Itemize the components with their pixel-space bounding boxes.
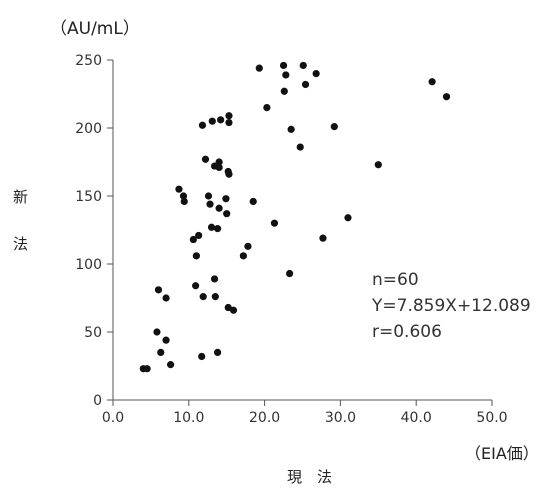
x-axis-ticks: 0.0 10.0 20.0 30.0 40.0 50.0: [102, 400, 508, 426]
y-tick-label: 250: [75, 53, 102, 69]
data-point: [225, 118, 233, 127]
data-point: [239, 252, 247, 260]
y-axis-label-char-2: 法: [13, 233, 28, 254]
y-axis-label-char-1-text: 新: [13, 188, 29, 206]
x-axis-unit-label: （EIA価）: [465, 444, 539, 463]
data-point: [374, 161, 382, 169]
data-point: [319, 234, 327, 242]
data-point: [222, 195, 230, 203]
data-point: [162, 336, 170, 344]
data-point: [255, 64, 263, 72]
data-point: [192, 282, 200, 290]
data-point: [224, 303, 232, 312]
x-tick-label: 40.0: [401, 410, 432, 426]
data-point: [175, 185, 183, 193]
data-point: [270, 219, 279, 227]
y-axis-unit-label: （AU/mL）: [50, 19, 140, 39]
data-point: [204, 192, 213, 200]
data-point: [195, 231, 203, 240]
data-point: [229, 306, 238, 314]
data-point: [344, 214, 352, 222]
annotation-regression: Y=7.859X+12.089: [372, 296, 531, 316]
y-axis-label-char-1: 新: [13, 186, 28, 207]
data-point: [198, 352, 206, 361]
data-point: [287, 125, 295, 133]
y-tick-label: 100: [75, 257, 102, 273]
data-point: [215, 158, 223, 166]
data-point: [215, 163, 223, 172]
data-point: [279, 61, 288, 70]
data-point: [143, 365, 151, 373]
data-point: [199, 293, 207, 301]
annotation-r: r=0.606: [372, 322, 442, 342]
data-point: [189, 235, 197, 244]
data-point: [198, 121, 207, 129]
data-point: [214, 348, 222, 356]
data-point: [299, 61, 307, 70]
data-point: [225, 170, 233, 178]
data-point: [249, 197, 257, 206]
data-point: [330, 123, 338, 131]
data-point: [201, 155, 210, 163]
y-tick-label: 200: [75, 121, 102, 137]
data-point: [215, 204, 223, 212]
data-point: [428, 78, 436, 86]
y-axis-ticks: 0 50 100 150 200 250: [75, 53, 113, 409]
data-point: [301, 80, 310, 89]
data-point: [162, 294, 170, 302]
y-tick-label: 150: [75, 189, 102, 205]
data-point: [206, 200, 214, 208]
data-point: [286, 269, 294, 278]
data-point: [179, 192, 188, 200]
data-point: [208, 117, 216, 125]
data-point: [210, 275, 219, 283]
x-tick-label: 10.0: [173, 410, 204, 426]
data-points: [139, 61, 451, 373]
x-tick-label: 20.0: [249, 410, 280, 426]
data-point: [280, 87, 288, 95]
data-point: [153, 328, 161, 336]
axes: [112, 60, 492, 401]
data-point: [296, 143, 304, 151]
data-point: [312, 70, 320, 78]
data-point: [157, 348, 165, 356]
data-point: [180, 197, 188, 206]
data-point: [167, 361, 175, 369]
data-point: [263, 104, 271, 112]
y-tick-label: 50: [84, 325, 102, 341]
data-point: [154, 286, 163, 294]
data-point: [217, 116, 225, 124]
data-point: [214, 225, 222, 233]
data-point: [223, 210, 231, 218]
x-axis-label: 現 法: [287, 468, 333, 486]
data-point: [225, 112, 233, 120]
x-tick-label: 30.0: [325, 410, 356, 426]
data-point: [192, 252, 200, 260]
y-tick-label: 0: [93, 393, 102, 409]
data-point: [207, 223, 216, 231]
data-point: [282, 71, 290, 79]
x-tick-label: 50.0: [476, 410, 507, 426]
x-tick-label: 0.0: [102, 410, 124, 426]
data-point: [442, 93, 451, 101]
y-axis-label-char-2-text: 法: [13, 235, 29, 253]
annotation-n: n=60: [372, 270, 419, 290]
data-point: [244, 242, 252, 250]
data-point: [211, 293, 219, 301]
